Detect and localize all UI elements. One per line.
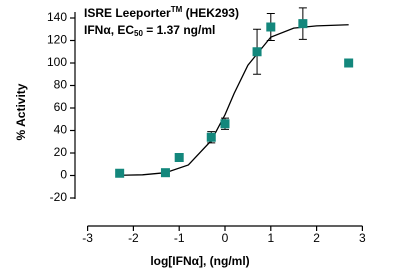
title-text: ISRE Leeporter	[84, 6, 171, 20]
y-tick-label: 80	[54, 78, 68, 92]
data-point	[115, 168, 125, 178]
data-point	[174, 153, 184, 162]
x-tick-label: 2	[313, 231, 320, 245]
data-point	[266, 22, 276, 32]
subtitle-subscript: 50	[134, 29, 143, 38]
x-tick-label: -1	[174, 231, 185, 245]
y-tick-label: 120	[47, 33, 67, 47]
data-point	[160, 168, 170, 178]
x-tick-label: 0	[222, 231, 229, 245]
chart-title: ISRE LeeporterTM (HEK293)	[84, 5, 239, 20]
data-point	[344, 58, 354, 68]
subtitle-text: = 1.37 ng/ml	[143, 23, 215, 37]
y-tick-label: 100	[47, 55, 67, 69]
title-text: (HEK293)	[182, 6, 239, 20]
data-point	[298, 19, 308, 29]
x-axis-label: log[IFNα], (ng/ml)	[150, 254, 249, 268]
data-point	[206, 132, 216, 142]
fit-curve	[119, 24, 349, 176]
x-tick-label: 3	[359, 231, 366, 245]
y-axis-label: % Activity	[14, 83, 28, 140]
y-tick-label: 20	[54, 145, 68, 159]
y-tick-label: 60	[54, 100, 68, 114]
subtitle-text: IFNα, EC	[84, 23, 134, 37]
data-point	[252, 47, 262, 57]
data-point	[220, 119, 230, 129]
x-tick-label: -3	[82, 231, 93, 245]
x-tick-label: -2	[128, 231, 139, 245]
y-tick-label: -20	[50, 190, 68, 204]
title-superscript: TM	[171, 5, 183, 14]
x-tick-label: 1	[267, 231, 274, 245]
y-tick-label: 140	[47, 10, 67, 24]
y-tick-label: 0	[60, 168, 67, 182]
y-tick-label: 40	[54, 123, 68, 137]
chart-subtitle: IFNα, EC50 = 1.37 ng/ml	[84, 23, 215, 38]
